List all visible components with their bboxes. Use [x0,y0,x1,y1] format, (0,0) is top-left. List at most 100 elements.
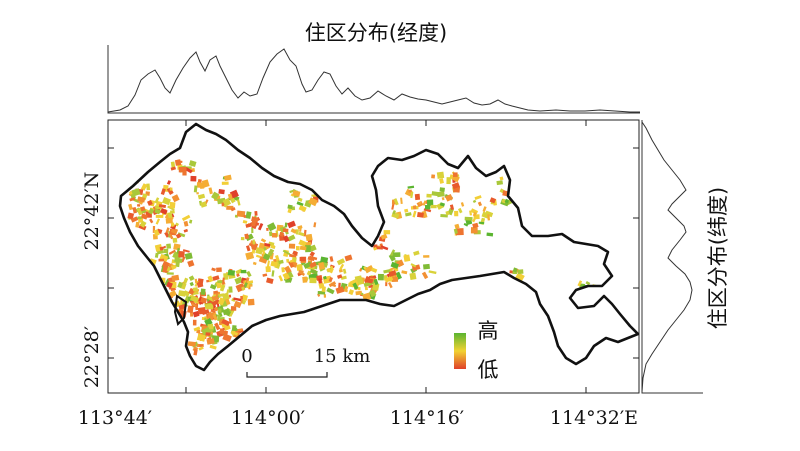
residential-patch [440,214,448,218]
residential-patch [268,231,273,237]
residential-patch [162,197,171,206]
residential-patch [423,255,430,258]
residential-patch [190,175,197,182]
residential-patch [388,270,397,277]
residential-patch [197,193,206,200]
residential-patch [146,183,151,191]
residential-patch [140,183,148,191]
residential-patch [170,222,175,227]
residential-patch [338,268,343,273]
residential-patch [412,205,417,210]
residential-patch [309,277,317,284]
residential-patch [404,208,409,213]
residential-patch [407,185,415,189]
residential-patch [234,327,238,332]
residential-patch [340,275,347,280]
residential-patch [163,248,169,254]
residential-patch [174,159,182,166]
residential-patch [243,214,246,218]
residential-patch [214,322,221,331]
scale-bar-end-label: 15 km [314,346,371,367]
residential-patch [363,293,369,300]
residential-patch [132,206,137,214]
residential-patch [219,316,225,320]
residential-patch [184,252,193,260]
residential-patch [270,260,278,268]
residential-patch [472,222,479,229]
residential-patch [296,263,303,271]
residential-patch [221,318,231,327]
residential-patch [307,256,315,262]
residential-patch [166,281,173,289]
residential-patch [339,263,345,271]
residential-patch [245,277,250,285]
residential-patch [131,188,141,197]
residential-patch [230,207,236,212]
residential-patch [236,199,241,206]
residential-patch [284,265,292,274]
residential-patch [182,171,187,176]
longitude-density-curve [107,48,640,113]
residential-patch [373,246,378,251]
residential-patch [208,187,213,195]
residential-patch [453,228,458,234]
residential-patch [287,271,294,279]
residential-patch [410,191,414,199]
residential-patch [219,318,224,326]
residential-patch [211,299,221,307]
residential-patch [284,222,288,228]
residential-patch [463,222,469,227]
residential-patch [499,176,504,181]
residential-patch [309,261,317,269]
residential-patch [289,189,296,194]
residential-patch [439,202,446,207]
residential-patch [200,297,208,304]
residential-patch [201,179,210,188]
x-tick-label: 114°16′ [390,407,464,429]
residential-patch [299,245,307,251]
residential-patch [192,310,200,318]
residential-patch [240,269,247,274]
residential-patch [408,189,413,193]
residential-patch [170,166,177,171]
residential-patch [258,242,265,249]
residential-patch [169,201,176,209]
residential-patch [248,284,251,290]
residential-patch [172,237,178,243]
longitude-profile-title: 住区分布(经度) [305,21,447,45]
residential-patch [389,267,395,271]
residential-patch [422,200,427,206]
residential-patch [472,199,477,204]
residential-patch [183,277,189,284]
residential-patch [228,294,232,298]
residential-patch [137,204,141,207]
residential-patch [360,292,364,296]
residential-patch [329,256,334,262]
residential-patch [449,204,455,210]
residential-patch [373,278,379,286]
residential-patch [436,191,445,198]
residential-patch [255,254,261,258]
residential-patch [455,228,464,236]
region-boundary [118,122,640,372]
residential-patch [168,249,176,255]
residential-patch [326,287,335,295]
legend-high-label: 高 [478,319,499,343]
residential-patch [299,256,306,262]
residential-patch [380,245,389,251]
residential-patch [298,204,307,212]
residential-patch [128,203,133,211]
residential-patch [169,187,173,191]
residential-patch [255,247,264,255]
residential-patch [178,250,185,258]
scale-bar-line [246,372,328,378]
residential-patch [290,228,297,234]
residential-patch [223,203,228,208]
residential-patch [298,270,306,277]
residential-patch [295,246,300,251]
residential-patch [423,263,430,270]
residential-patch [165,227,170,234]
residential-patch [193,348,198,356]
residential-patch [385,281,388,287]
residential-patch [292,190,301,197]
